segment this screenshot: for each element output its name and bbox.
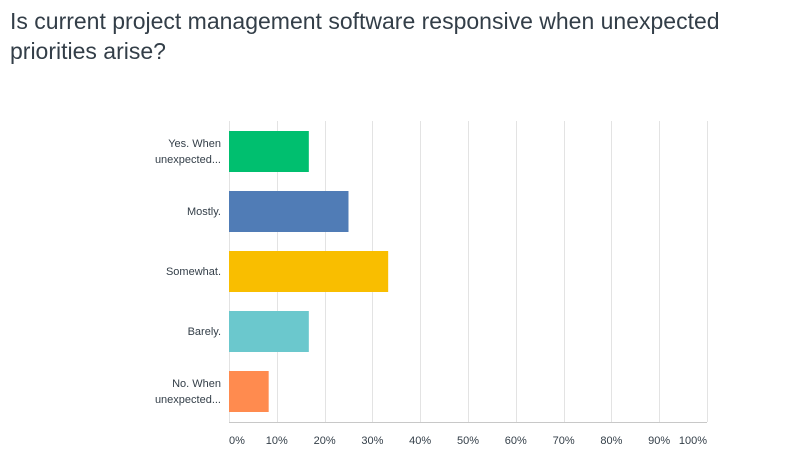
- category-label: Somewhat.: [166, 266, 221, 278]
- x-tick-label: 100%: [679, 435, 707, 447]
- category-label: No. When unexpected...: [155, 378, 221, 406]
- chart-question-title: Is current project management software r…: [10, 8, 720, 64]
- x-tick-label: 70%: [553, 435, 575, 447]
- x-tick-label: 80%: [600, 435, 622, 447]
- x-tick-label: 0%: [229, 435, 245, 447]
- category-label: Yes. When unexpected...: [155, 138, 221, 166]
- category-label: Mostly.: [187, 206, 221, 218]
- x-tick-label: 40%: [409, 435, 431, 447]
- category-labels: Yes. When unexpected... Mostly. Somewhat. Ba…: [155, 138, 221, 406]
- x-tick-label: 90%: [648, 435, 670, 447]
- x-tick-label: 30%: [361, 435, 383, 447]
- x-tick-label: 10%: [266, 435, 288, 447]
- bar: [229, 371, 269, 412]
- bar: [229, 131, 309, 172]
- bars: [229, 131, 389, 412]
- category-label: Barely.: [188, 326, 221, 338]
- bar: [229, 311, 309, 352]
- x-axis-ticks: 0% 10% 20% 30% 40% 50% 60% 70% 80% 90% 100%: [229, 435, 707, 447]
- grid-lines: [229, 121, 708, 423]
- x-tick-label: 50%: [457, 435, 479, 447]
- bar: [229, 191, 349, 232]
- bar: [229, 251, 389, 292]
- x-tick-label: 20%: [314, 435, 336, 447]
- x-tick-label: 60%: [505, 435, 527, 447]
